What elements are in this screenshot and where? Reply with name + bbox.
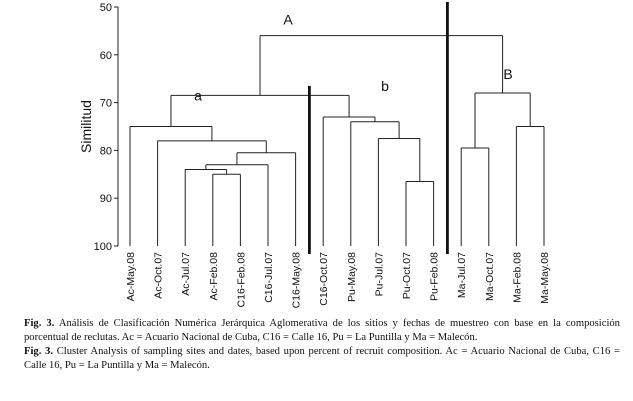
caption-english-text: Cluster Analysis of sampling sites and d… xyxy=(24,346,620,371)
leaf-label: C16-Jul.07 xyxy=(263,252,275,303)
cluster-separators xyxy=(307,2,449,254)
leaf-label: Pu-May.08 xyxy=(346,252,358,302)
leaf-label: Ma-May.08 xyxy=(539,252,551,304)
dendrogram-tree xyxy=(129,35,545,246)
y-tick-label: 60 xyxy=(100,50,112,62)
leaf-label: Pu-Feb.08 xyxy=(429,252,441,301)
leaf-label: C16-Oct.07 xyxy=(318,252,330,306)
caption-english-label: Fig. 3. xyxy=(24,346,53,357)
leaf-label: Ma-Feb.08 xyxy=(511,252,523,303)
leaf-label: Ac-Jul.07 xyxy=(180,252,192,296)
y-axis: 50 60 70 80 90 100 Similitud xyxy=(78,2,119,253)
leaf-label: Pu-Jul.07 xyxy=(373,252,385,297)
leaf-label: Ac-Feb.08 xyxy=(208,252,220,301)
leaf-label: Pu-Oct.07 xyxy=(401,252,413,299)
leaf-label: C16-Feb.08 xyxy=(235,252,247,308)
leaf-label: C16-May.08 xyxy=(291,252,303,309)
caption-spanish-label: Fig. 3. xyxy=(24,318,55,329)
y-tick-label: 70 xyxy=(100,98,112,110)
cluster-label-b: b xyxy=(381,78,389,94)
cluster-label-A: A xyxy=(283,12,293,28)
cluster-label-B: B xyxy=(503,66,512,82)
y-tick-label: 90 xyxy=(100,193,112,205)
y-tick-label: 100 xyxy=(94,241,112,253)
leaf-label: Ma-Jul.07 xyxy=(456,252,468,298)
caption-spanish: Fig. 3. Análisis de Clasificación Numéri… xyxy=(24,317,620,344)
leaf-labels: Ac-May.08 Ac-Oct.07 Ac-Jul.07 Ac-Feb.08 C16-… xyxy=(125,252,551,309)
y-axis-title: Similitud xyxy=(78,100,94,153)
cluster-label-a: a xyxy=(194,88,202,104)
leaf-label: Ac-Oct.07 xyxy=(153,252,165,299)
leaf-label: Ma-Oct.07 xyxy=(484,252,496,301)
leaf-label: Ac-May.08 xyxy=(125,252,137,302)
caption-english: Fig. 3. Cluster Analysis of sampling sit… xyxy=(24,345,620,372)
caption-spanish-text: Análisis de Clasificación Numérica Jerár… xyxy=(24,318,620,343)
cluster-labels: A Ba b xyxy=(194,12,513,104)
y-tick-label: 80 xyxy=(100,145,112,157)
y-tick-label: 50 xyxy=(100,2,112,14)
